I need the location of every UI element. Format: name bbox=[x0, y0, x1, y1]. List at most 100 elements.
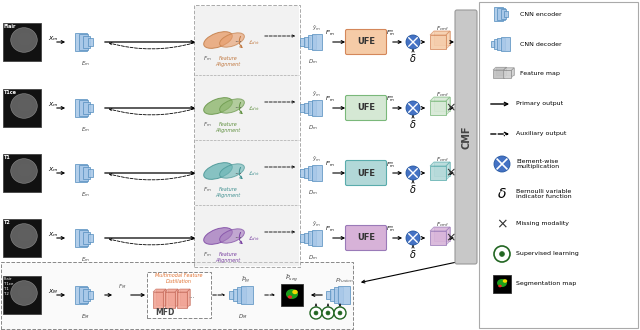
FancyBboxPatch shape bbox=[334, 287, 344, 303]
Text: Feature map: Feature map bbox=[520, 72, 560, 77]
Text: $X_{m}$: $X_{m}$ bbox=[48, 231, 58, 240]
Text: $\delta$: $\delta$ bbox=[409, 183, 417, 195]
Text: $F'_{m}$: $F'_{m}$ bbox=[325, 160, 335, 169]
Text: $\times$: $\times$ bbox=[445, 232, 456, 245]
FancyBboxPatch shape bbox=[312, 165, 322, 181]
Polygon shape bbox=[180, 289, 190, 305]
FancyBboxPatch shape bbox=[300, 234, 305, 242]
Circle shape bbox=[406, 166, 420, 180]
Text: Flair: Flair bbox=[4, 24, 17, 29]
FancyBboxPatch shape bbox=[241, 286, 253, 304]
FancyBboxPatch shape bbox=[281, 284, 303, 306]
Polygon shape bbox=[446, 97, 450, 115]
FancyBboxPatch shape bbox=[504, 11, 508, 17]
FancyBboxPatch shape bbox=[346, 160, 387, 185]
Polygon shape bbox=[446, 31, 450, 49]
Ellipse shape bbox=[220, 164, 244, 178]
Text: MFD: MFD bbox=[156, 308, 175, 317]
Text: UFE: UFE bbox=[357, 169, 375, 178]
FancyBboxPatch shape bbox=[312, 230, 322, 246]
FancyBboxPatch shape bbox=[237, 287, 246, 303]
FancyBboxPatch shape bbox=[300, 38, 305, 46]
Ellipse shape bbox=[204, 228, 232, 244]
FancyBboxPatch shape bbox=[308, 231, 316, 245]
Text: $D_{m}$: $D_{m}$ bbox=[308, 57, 318, 66]
FancyBboxPatch shape bbox=[79, 100, 88, 115]
Text: $E_{m}$: $E_{m}$ bbox=[81, 59, 90, 68]
Text: Primary output: Primary output bbox=[516, 102, 563, 107]
Text: $\times$: $\times$ bbox=[445, 167, 456, 180]
Text: ...: ... bbox=[234, 36, 242, 45]
Polygon shape bbox=[430, 97, 450, 101]
Text: $\hat{P}_{seg}$: $\hat{P}_{seg}$ bbox=[285, 272, 299, 284]
FancyBboxPatch shape bbox=[346, 225, 387, 250]
FancyBboxPatch shape bbox=[455, 10, 477, 264]
Text: CNN decoder: CNN decoder bbox=[520, 42, 562, 47]
Text: $\hat{y}_{m}$: $\hat{y}_{m}$ bbox=[312, 219, 321, 229]
Text: $\mathcal{L}_{dist}$: $\mathcal{L}_{dist}$ bbox=[248, 234, 260, 243]
Text: $F_{m}$: $F_{m}$ bbox=[203, 54, 211, 63]
Polygon shape bbox=[446, 227, 450, 245]
Polygon shape bbox=[168, 289, 178, 305]
FancyBboxPatch shape bbox=[88, 38, 93, 46]
Text: $\hat{y}_{m}$: $\hat{y}_{m}$ bbox=[312, 89, 321, 99]
Polygon shape bbox=[430, 231, 446, 245]
Text: Supervised learning: Supervised learning bbox=[516, 251, 579, 256]
FancyBboxPatch shape bbox=[3, 276, 41, 314]
FancyBboxPatch shape bbox=[147, 272, 211, 318]
Text: $\hat{P}_{M}$: $\hat{P}_{M}$ bbox=[241, 274, 251, 285]
FancyBboxPatch shape bbox=[88, 169, 93, 177]
Ellipse shape bbox=[220, 33, 244, 47]
FancyBboxPatch shape bbox=[3, 154, 41, 192]
Ellipse shape bbox=[17, 32, 33, 46]
Text: $E_{m}$: $E_{m}$ bbox=[81, 125, 90, 134]
Circle shape bbox=[322, 307, 334, 319]
Text: T2: T2 bbox=[4, 292, 9, 296]
Text: $D_{M}$: $D_{M}$ bbox=[238, 312, 248, 321]
Text: $F_{M}$: $F_{M}$ bbox=[118, 282, 126, 291]
Ellipse shape bbox=[17, 228, 33, 242]
Text: $P_{fusion}$: $P_{fusion}$ bbox=[335, 276, 353, 285]
Polygon shape bbox=[496, 67, 506, 75]
FancyBboxPatch shape bbox=[500, 37, 510, 51]
FancyBboxPatch shape bbox=[3, 89, 41, 127]
Text: $F'_{m}$: $F'_{m}$ bbox=[325, 29, 335, 38]
Text: Feature
Alignment: Feature Alignment bbox=[216, 252, 241, 263]
Text: $E_{m}$: $E_{m}$ bbox=[81, 255, 90, 264]
Polygon shape bbox=[187, 289, 190, 308]
Polygon shape bbox=[446, 162, 450, 180]
FancyBboxPatch shape bbox=[500, 10, 506, 18]
FancyBboxPatch shape bbox=[83, 232, 90, 244]
FancyBboxPatch shape bbox=[88, 291, 93, 299]
Text: $F'_{m}$: $F'_{m}$ bbox=[325, 95, 335, 104]
FancyBboxPatch shape bbox=[79, 287, 88, 303]
Text: $F_{m}$: $F_{m}$ bbox=[203, 250, 211, 259]
Text: ...: ... bbox=[189, 293, 195, 299]
FancyBboxPatch shape bbox=[75, 286, 86, 304]
Polygon shape bbox=[434, 31, 450, 45]
FancyBboxPatch shape bbox=[308, 101, 316, 115]
Ellipse shape bbox=[11, 94, 37, 118]
Ellipse shape bbox=[220, 99, 244, 113]
Polygon shape bbox=[506, 68, 514, 75]
FancyBboxPatch shape bbox=[195, 6, 299, 266]
Polygon shape bbox=[434, 227, 450, 241]
Text: T1: T1 bbox=[4, 287, 9, 291]
Text: Feature
Alignment: Feature Alignment bbox=[216, 56, 241, 67]
FancyBboxPatch shape bbox=[304, 233, 310, 243]
Ellipse shape bbox=[204, 163, 232, 179]
Text: $\hat{y}_{m}$: $\hat{y}_{m}$ bbox=[312, 154, 321, 164]
Text: $X_{m}$: $X_{m}$ bbox=[48, 166, 58, 175]
Polygon shape bbox=[493, 67, 506, 70]
Text: $F'_{m}$: $F'_{m}$ bbox=[325, 225, 335, 234]
FancyBboxPatch shape bbox=[75, 229, 86, 248]
FancyBboxPatch shape bbox=[304, 103, 310, 113]
Circle shape bbox=[314, 311, 318, 315]
FancyBboxPatch shape bbox=[346, 29, 387, 54]
Ellipse shape bbox=[498, 285, 502, 287]
Circle shape bbox=[326, 311, 330, 315]
Polygon shape bbox=[430, 31, 450, 35]
FancyBboxPatch shape bbox=[3, 219, 41, 257]
Text: $F_{m}$: $F_{m}$ bbox=[203, 120, 211, 129]
FancyBboxPatch shape bbox=[75, 33, 86, 51]
